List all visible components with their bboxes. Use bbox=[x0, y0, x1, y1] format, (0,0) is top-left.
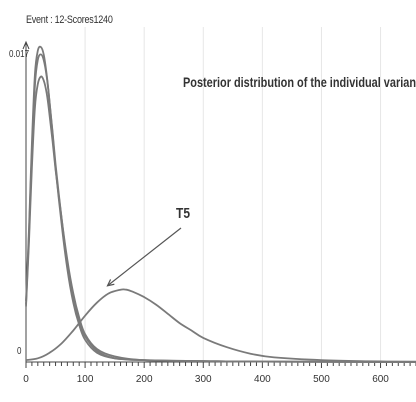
annotation-arrow bbox=[106, 227, 182, 287]
annotation-label: T5 bbox=[176, 205, 191, 222]
annotation-arrowhead bbox=[106, 279, 115, 287]
event-label: Event : 12-Scores1240 bbox=[26, 14, 113, 26]
y-axis-arrowhead bbox=[22, 40, 30, 50]
grid-lines bbox=[84, 27, 382, 362]
x-tick-label-400: 400 bbox=[254, 374, 271, 385]
series-group bbox=[25, 45, 416, 363]
x-tick-label-100: 100 bbox=[77, 374, 94, 385]
x-tick-label-500: 500 bbox=[313, 374, 330, 385]
x-tick-label-300: 300 bbox=[195, 374, 212, 385]
series-line-4 bbox=[25, 288, 416, 363]
x-ticks: 0 100 200 300 400 500 600 bbox=[23, 362, 416, 385]
y-tick-label-zero: 0 bbox=[17, 346, 22, 357]
series-line-3 bbox=[25, 75, 416, 363]
x-tick-label-600: 600 bbox=[372, 374, 389, 385]
chart-title: Posterior distribution of the individual… bbox=[183, 74, 416, 90]
axes bbox=[22, 40, 416, 363]
y-tick-label-top: 0.017 bbox=[9, 49, 30, 60]
series-line-1 bbox=[25, 45, 416, 363]
annotation-arrow-line bbox=[107, 227, 182, 287]
x-tick-label-0: 0 bbox=[23, 374, 29, 385]
x-tick-label-200: 200 bbox=[136, 374, 153, 385]
